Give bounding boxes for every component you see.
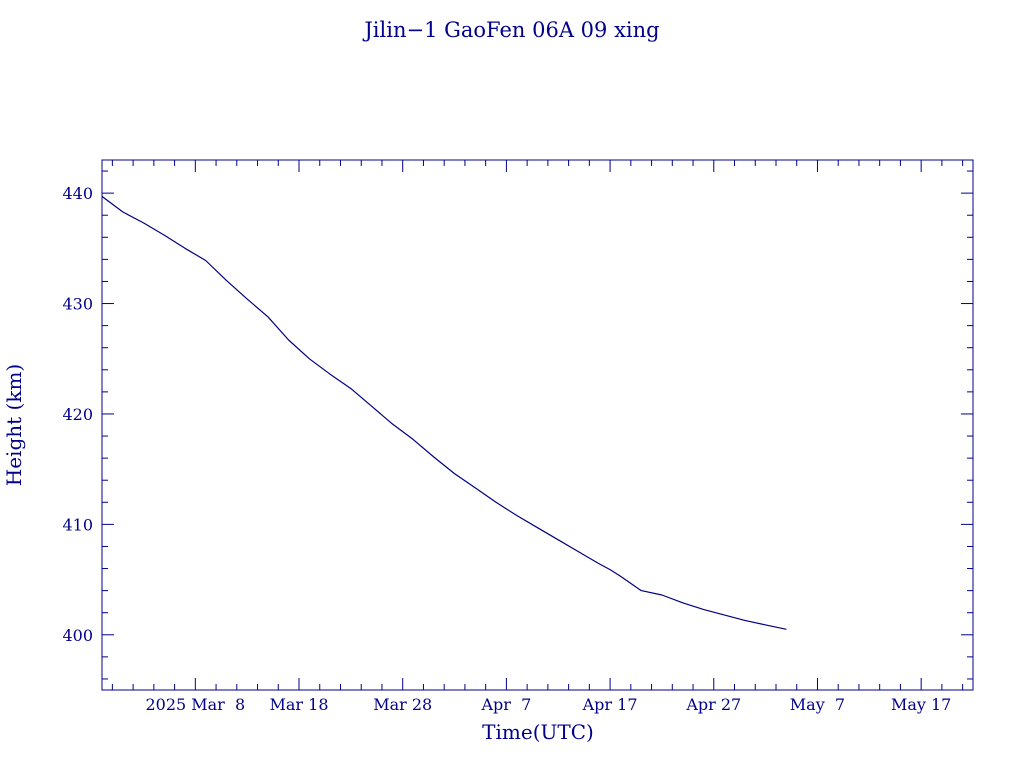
plot-area: 2025 Mar 8 Mar 18 Mar 28 Apr 7 Apr 17 Apr 27 M…	[62, 159, 974, 714]
x-tick-label: 2025 Mar 8	[145, 695, 245, 714]
chart-title: Jilin−1 GaoFen 06A 09 xing	[362, 18, 659, 42]
x-tick-label: Apr 7	[480, 695, 531, 714]
y-axis-title: Height (km)	[2, 364, 26, 486]
x-tick-label: May 17	[891, 695, 951, 714]
y-tick-label: 430	[62, 295, 93, 314]
x-tick-label: Mar 28	[373, 695, 432, 714]
plot-frame	[101, 159, 974, 691]
x-tick-label: Apr 17	[582, 695, 638, 714]
y-tick-label: 420	[62, 405, 93, 424]
x-tick-label: Apr 27	[685, 695, 741, 714]
height-series-line	[101, 195, 787, 630]
x-tick-label: Mar 18	[270, 695, 329, 714]
x-axis-title: Time(UTC)	[482, 720, 594, 744]
x-tick-label: May 7	[790, 695, 845, 714]
y-tick-label: 440	[62, 184, 93, 203]
y-tick-label: 400	[62, 626, 93, 645]
y-tick-label: 410	[62, 515, 93, 534]
